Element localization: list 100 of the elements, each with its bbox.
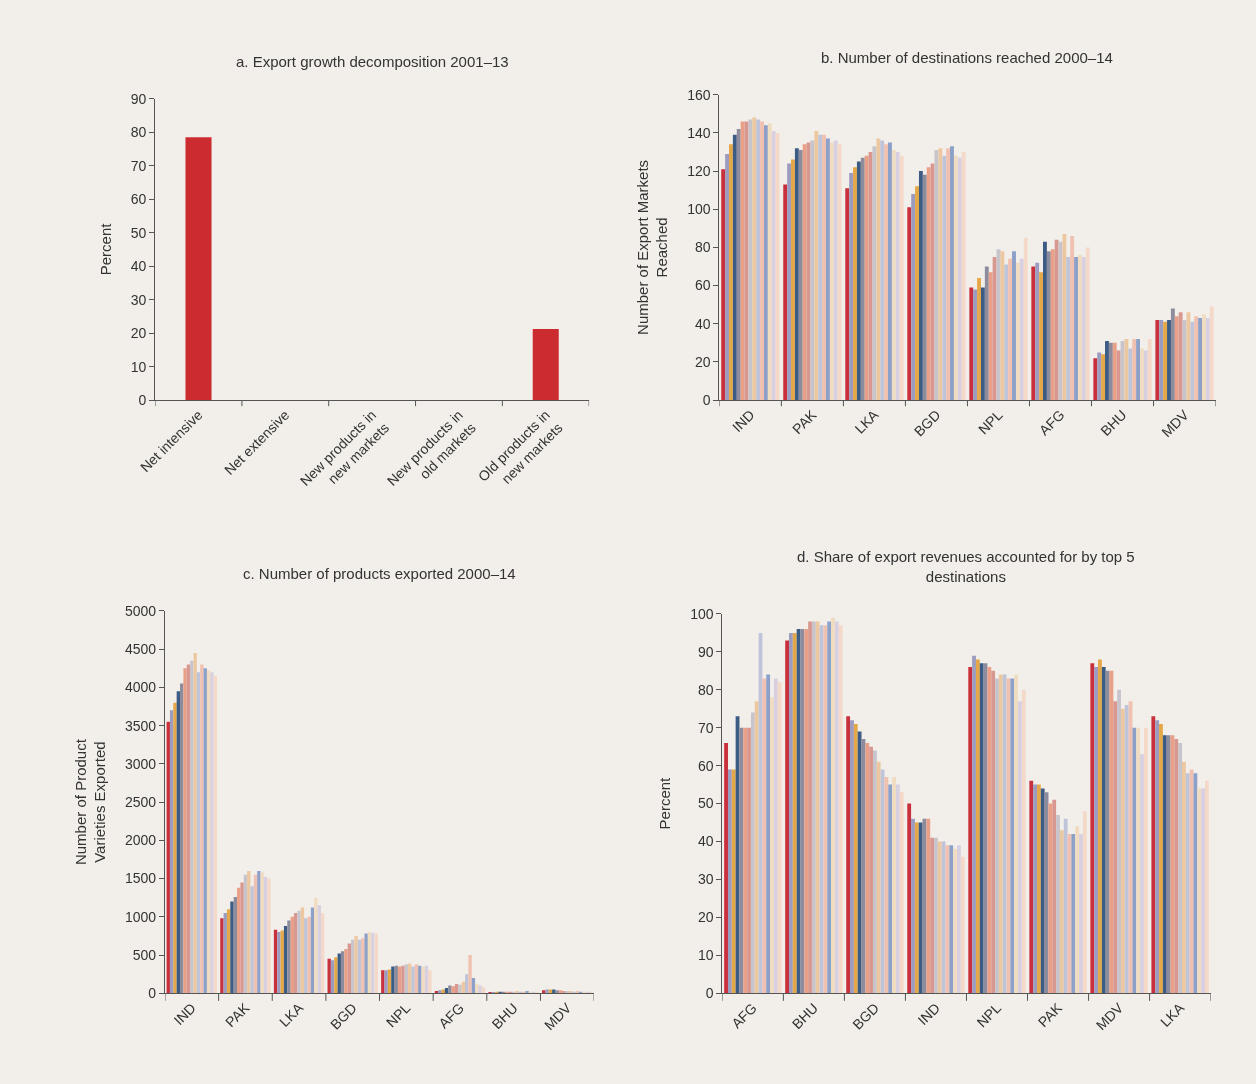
bar	[1136, 727, 1141, 994]
bar	[1193, 773, 1198, 994]
bar	[1147, 339, 1152, 401]
bar	[979, 663, 984, 994]
bar	[1166, 735, 1171, 994]
bar	[240, 882, 244, 994]
bar	[814, 130, 819, 401]
bar	[775, 132, 780, 401]
bar	[783, 184, 788, 401]
bar	[1108, 342, 1113, 401]
y-tick-label: 90	[697, 643, 714, 660]
bar	[1097, 352, 1102, 401]
bar	[1085, 247, 1090, 401]
bar	[344, 948, 348, 994]
bar	[911, 193, 916, 401]
bar	[975, 659, 980, 994]
y-tick-label: 4500	[125, 641, 157, 658]
bar	[804, 629, 809, 994]
bar	[789, 632, 793, 994]
bar	[1048, 803, 1053, 994]
bar	[802, 144, 807, 401]
bar	[915, 186, 919, 401]
bar	[725, 153, 729, 401]
bar	[1190, 321, 1195, 401]
bar	[773, 678, 778, 994]
y-tick-label: 70	[130, 157, 147, 174]
bar	[1151, 716, 1156, 994]
bar	[1112, 342, 1117, 401]
y-tick-label: 120	[687, 162, 711, 179]
bar	[1205, 318, 1210, 401]
bar	[987, 667, 992, 994]
y-tick-label: 80	[694, 239, 711, 256]
bar	[1105, 340, 1109, 401]
bar	[1077, 255, 1082, 401]
y-tick-label: 3500	[125, 717, 157, 734]
bar	[892, 777, 896, 994]
y-tick-label: 500	[132, 946, 157, 963]
bar	[1140, 348, 1144, 401]
bar	[811, 621, 816, 994]
bar	[884, 777, 889, 994]
bar	[926, 167, 931, 401]
bar	[899, 792, 904, 994]
bar	[748, 119, 753, 401]
bar	[891, 150, 896, 401]
bar	[1094, 667, 1099, 994]
bar	[837, 144, 842, 401]
bar	[287, 920, 291, 994]
bar	[1155, 720, 1160, 994]
y-tick-label: 80	[697, 681, 714, 698]
bar	[1090, 663, 1095, 994]
bar	[1186, 312, 1191, 401]
y-tick-label: 140	[687, 124, 711, 141]
bar	[946, 148, 951, 401]
bar	[1136, 339, 1141, 401]
bar	[1143, 350, 1148, 401]
bar	[752, 117, 757, 401]
bar	[1163, 321, 1168, 401]
bar	[739, 727, 744, 994]
bar	[930, 837, 935, 994]
bar	[548, 989, 553, 994]
bar	[1093, 358, 1098, 401]
bar	[354, 935, 358, 994]
bar	[899, 155, 904, 401]
x-tick-label: NPL	[973, 999, 1005, 1031]
bar	[850, 720, 854, 994]
bar	[731, 769, 736, 994]
bar	[727, 769, 732, 994]
chart-title: a. Export growth decomposition 2001–13	[236, 53, 509, 70]
y-tick-label: 60	[694, 277, 711, 294]
bar	[364, 933, 368, 994]
bar	[823, 625, 828, 994]
bar	[743, 727, 748, 994]
bar	[798, 150, 803, 401]
bar	[937, 841, 942, 994]
bar	[1198, 318, 1203, 401]
bar	[1075, 826, 1080, 994]
y-tick-label: 10	[130, 358, 147, 375]
y-tick-label: 20	[694, 353, 711, 370]
bar	[938, 148, 943, 401]
y-tick-label: 20	[697, 909, 714, 926]
bar	[401, 965, 405, 994]
bar	[907, 207, 912, 401]
bar	[1182, 761, 1186, 994]
bar	[1178, 312, 1183, 401]
bar	[792, 632, 797, 994]
bar	[1209, 306, 1214, 401]
bar	[1063, 818, 1068, 994]
y-tick-label: 70	[697, 719, 714, 736]
bar	[1117, 689, 1121, 994]
bar	[827, 621, 832, 994]
x-tick-label: NPL	[974, 406, 1006, 438]
bar	[942, 155, 947, 401]
y-tick-label: 40	[697, 833, 714, 850]
bar	[992, 256, 997, 401]
bar	[888, 784, 893, 994]
bar	[818, 134, 823, 401]
bar	[250, 886, 254, 994]
bar	[822, 134, 826, 401]
bar	[1178, 742, 1183, 994]
bar	[972, 655, 976, 994]
